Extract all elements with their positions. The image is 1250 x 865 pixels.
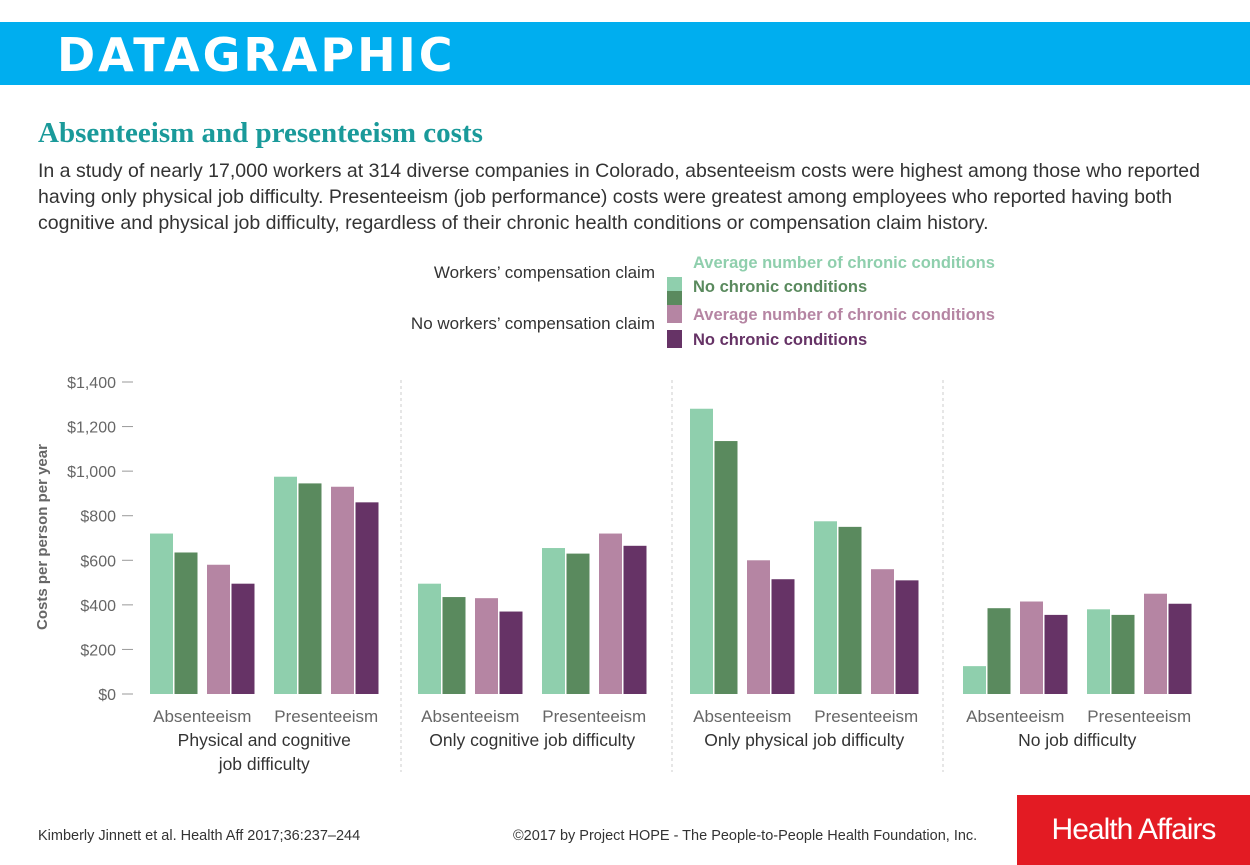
bar — [418, 583, 441, 694]
category-label: Presenteeism — [1087, 707, 1191, 726]
bar — [231, 583, 255, 694]
legend-swatch-1 — [667, 291, 682, 305]
bar — [714, 441, 738, 694]
bar — [274, 476, 297, 694]
bar — [475, 598, 498, 694]
bar — [690, 408, 713, 694]
y-tick-label: $400 — [80, 598, 116, 615]
bar — [566, 553, 590, 694]
legend-swatch-3 — [667, 330, 682, 348]
bar — [331, 486, 354, 694]
legend-group-no-claim: No workers’ compensation claim — [410, 314, 655, 333]
bar — [747, 560, 770, 694]
bar — [1087, 609, 1110, 694]
bar — [207, 564, 230, 694]
y-tick-label: $200 — [80, 642, 116, 659]
bar — [174, 552, 198, 694]
bar — [987, 608, 1011, 694]
bar — [771, 579, 795, 694]
panel-label: Only physical job difficulty — [704, 730, 904, 750]
category-label: Presenteeism — [814, 707, 918, 726]
y-axis-title: Costs per person per year — [34, 444, 51, 630]
bar — [499, 611, 523, 694]
bar — [623, 545, 647, 694]
bar — [895, 580, 919, 694]
bar — [1168, 603, 1192, 694]
panel-label: Only cognitive job difficulty — [429, 730, 635, 750]
panel-label: No job difficulty — [1018, 730, 1137, 750]
bar — [1144, 593, 1167, 694]
bar — [298, 483, 322, 694]
category-label: Absenteeism — [966, 707, 1064, 726]
category-label: Presenteeism — [542, 707, 646, 726]
banner-label: DATAGRAPHIC — [57, 28, 456, 82]
panel-label: job difficulty — [218, 754, 310, 774]
category-label: Absenteeism — [153, 707, 251, 726]
y-tick-label: $800 — [80, 509, 116, 526]
bar — [1020, 601, 1043, 694]
legend-label-3: No chronic conditions — [693, 331, 868, 349]
bar — [1111, 614, 1135, 694]
bar — [542, 548, 565, 694]
bar — [355, 502, 379, 694]
bar — [599, 533, 622, 694]
legend-label-0: Average number of chronic conditions — [693, 254, 995, 272]
category-label: Presenteeism — [274, 707, 378, 726]
y-tick-label: $1,000 — [67, 464, 116, 481]
y-tick-label: $1,400 — [67, 375, 116, 392]
legend-swatch-2 — [667, 305, 682, 323]
bar — [1044, 614, 1068, 694]
category-label: Absenteeism — [421, 707, 519, 726]
panel-label: Physical and cognitive — [178, 730, 351, 750]
y-tick-label: $600 — [80, 553, 116, 570]
bar — [871, 569, 894, 694]
copyright: ©2017 by Project HOPE - The People-to-Pe… — [513, 828, 978, 844]
bar — [150, 533, 173, 694]
bar — [838, 526, 862, 694]
chart-subtitle: In a study of nearly 17,000 workers at 3… — [38, 160, 1200, 234]
y-tick-label: $1,200 — [67, 420, 116, 437]
legend-swatch-0 — [667, 277, 682, 291]
legend-group-claim: Workers’ compensation claim — [433, 263, 655, 282]
header-banner: DATAGRAPHIC — [0, 22, 1250, 85]
bar — [814, 521, 837, 694]
chart-title: Absenteeism and presenteeism costs — [38, 117, 483, 149]
bar — [963, 666, 986, 694]
citation: Kimberly Jinnett et al. Health Aff 2017;… — [38, 828, 361, 844]
brand-label: Health Affairs — [1051, 813, 1217, 846]
bar — [442, 597, 466, 694]
legend-label-1: No chronic conditions — [693, 278, 868, 296]
health-affairs-logo: Health Affairs — [1017, 795, 1250, 865]
legend-label-2: Average number of chronic conditions — [693, 306, 995, 324]
category-label: Absenteeism — [693, 707, 791, 726]
y-tick-label: $0 — [98, 687, 116, 704]
